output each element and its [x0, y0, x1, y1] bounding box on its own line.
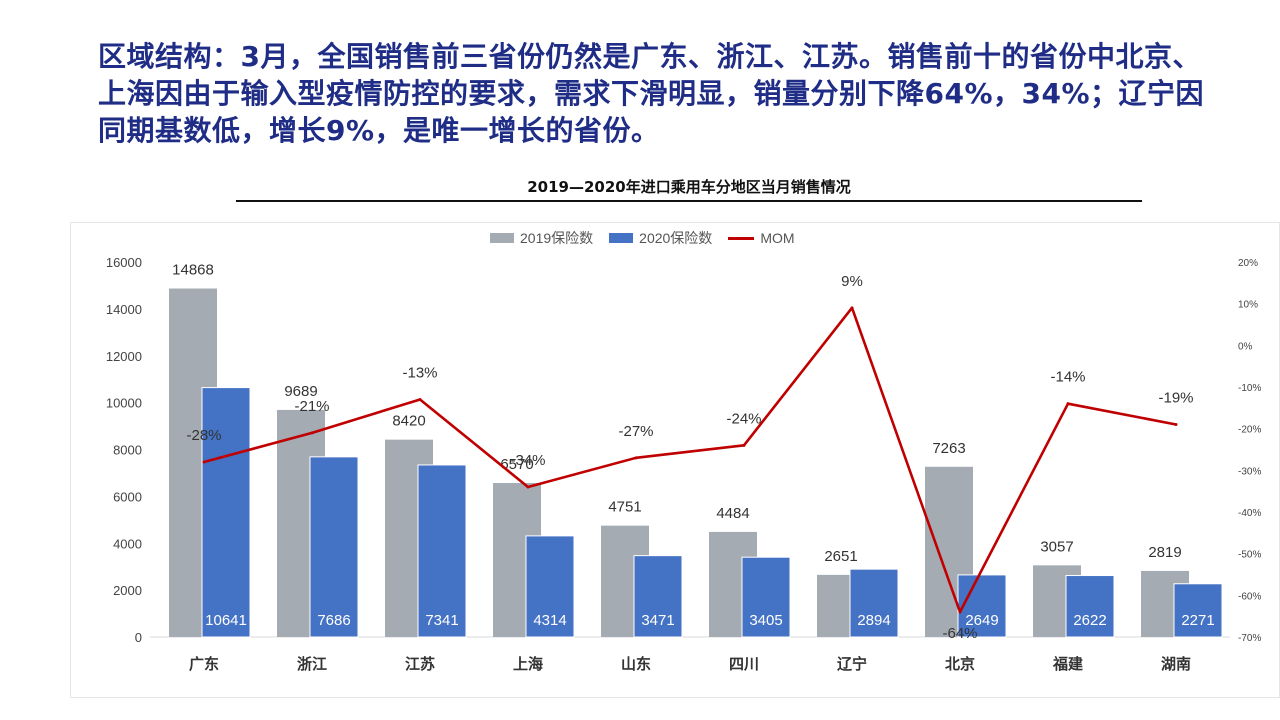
mom-point: [1066, 402, 1070, 406]
y-right-tick-label: 0%: [1238, 341, 1253, 352]
bar-2020: [849, 568, 899, 638]
chart-title: 2019—2020年进口乘用车分地区当月销售情况: [527, 178, 851, 196]
data-label-2019: 6570: [500, 456, 533, 473]
data-label-2019: 2819: [1148, 544, 1181, 561]
y-left-tick-label: 14000: [106, 302, 142, 317]
mom-data-label: -28%: [186, 427, 221, 444]
legend-label-mom: MOM: [760, 230, 795, 246]
y-left-tick-label: 10000: [106, 396, 142, 411]
category-label: 四川: [729, 655, 759, 673]
mom-point: [526, 485, 530, 489]
data-label-2020: 2622: [1073, 612, 1106, 629]
data-label-2020: 10641: [205, 612, 247, 629]
mom-point: [850, 306, 854, 310]
data-label-2020: 3405: [749, 612, 782, 629]
data-label-2019: 8420: [392, 413, 425, 430]
mom-line: [203, 306, 1177, 614]
mom-point: [742, 443, 746, 447]
data-label-2020: 7341: [425, 612, 458, 629]
category-label: 福建: [1052, 655, 1084, 673]
category-label: 湖南: [1161, 655, 1191, 673]
data-label-2020: 3471: [641, 612, 674, 629]
data-label-2019: 4751: [608, 499, 641, 516]
data-label-2019: 3057: [1040, 538, 1073, 555]
y-left-tick-label: 16000: [106, 255, 142, 270]
legend-label-2020: 2020保险数: [639, 230, 713, 246]
category-label: 广东: [189, 655, 219, 673]
category-label: 上海: [513, 655, 543, 673]
legend-item-2019: 2019保险数: [490, 228, 593, 248]
mom-data-label: -64%: [942, 625, 977, 642]
legend-item-2020: 2020保险数: [609, 228, 712, 248]
y-left-tick-label: 4000: [113, 536, 142, 551]
mom-point: [634, 456, 638, 460]
data-label-2019: 4484: [716, 505, 749, 522]
mom-data-label: -24%: [726, 410, 761, 427]
y-left-tick-label: 2000: [113, 583, 142, 598]
bar-2020: [633, 555, 683, 638]
category-label: 江苏: [405, 655, 435, 673]
legend-swatch-mom: [728, 236, 755, 240]
legend-swatch-2019: [490, 233, 514, 243]
y-left-tick-label: 12000: [106, 349, 142, 364]
mom-point: [202, 460, 206, 464]
category-label: 浙江: [297, 655, 327, 673]
data-label-2020: 2649: [965, 612, 998, 629]
bar-2020: [201, 387, 251, 638]
mom-point: [958, 610, 962, 614]
mom-data-label: -14%: [1050, 369, 1085, 386]
mom-data-label: -13%: [402, 365, 437, 382]
bar-2020: [417, 464, 467, 638]
category-label: 山东: [621, 655, 651, 673]
y-right-tick-label: -40%: [1238, 508, 1261, 519]
y-left-tick-label: 0: [135, 630, 142, 645]
mom-point: [310, 431, 314, 435]
legend-swatch-2020: [609, 233, 634, 243]
legend-label-2019: 2019保险数: [520, 230, 594, 246]
bar-2020: [1065, 575, 1115, 638]
y-right-tick-label: -50%: [1238, 550, 1261, 561]
y-right-tick-label: -20%: [1238, 425, 1261, 436]
y-right-tick-label: 20%: [1238, 258, 1258, 269]
data-label-2019: 7263: [932, 440, 965, 457]
y-right-tick-label: -70%: [1238, 633, 1261, 644]
mom-data-label: -21%: [294, 398, 329, 415]
bar-2020: [741, 556, 791, 638]
y-right-tick-label: -10%: [1238, 383, 1261, 394]
mom-data-label: 9%: [841, 273, 863, 290]
legend: 2019保险数 2020保险数 MOM: [490, 228, 795, 248]
legend-item-mom: MOM: [728, 230, 795, 246]
y-right-tick-label: -30%: [1238, 466, 1261, 477]
data-label-2019: 14868: [172, 262, 214, 279]
mom-point: [1174, 423, 1178, 426]
mom-data-label: -27%: [618, 423, 653, 440]
data-label-2019: 9689: [284, 383, 317, 400]
data-label-2020: 2271: [1181, 612, 1214, 629]
title-rule: [236, 200, 1142, 202]
y-right-tick-label: -60%: [1238, 591, 1261, 602]
mom-data-label: -34%: [510, 452, 545, 469]
y-left-tick-label: 8000: [113, 443, 142, 458]
data-label-2019: 2651: [824, 548, 857, 565]
headline: 区域结构：3月，全国销售前三省份仍然是广东、浙江、江苏。销售前十的省份中北京、上…: [98, 40, 1205, 147]
bar-2020: [525, 535, 575, 638]
data-label-2020: 7686: [317, 612, 350, 629]
bar-2020: [309, 456, 359, 638]
category-label: 辽宁: [837, 655, 867, 673]
mom-data-label: -19%: [1158, 390, 1193, 407]
mom-point: [418, 398, 422, 401]
data-label-2020: 2894: [857, 612, 890, 629]
y-right-tick-label: 10%: [1238, 300, 1258, 311]
category-label: 北京: [945, 655, 975, 673]
y-left-tick-label: 6000: [113, 489, 142, 504]
data-label-2020: 4314: [533, 612, 566, 629]
bar-2020: [1173, 583, 1223, 638]
